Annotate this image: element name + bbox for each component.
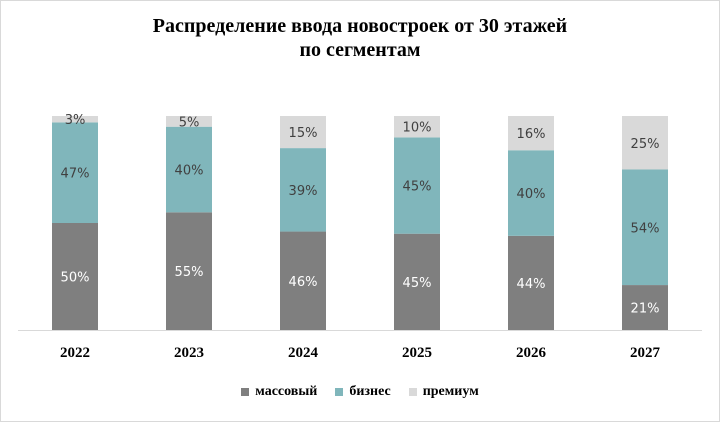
bar-2027-series-0 (622, 285, 668, 330)
data-label-2025-series-2: 10% (403, 121, 432, 136)
data-label-2024-series-0: 46% (289, 275, 318, 290)
legend-label-premium: премиум (422, 384, 479, 399)
bar-2022-series-0 (52, 223, 98, 330)
bar-2026-series-0 (508, 235, 554, 330)
legend-item-business: бизнес (335, 384, 391, 400)
bar-2023-series-2 (166, 116, 212, 127)
data-label-2026-series-2: 16% (517, 127, 546, 142)
chart-title-line2: по сегментам (299, 39, 421, 61)
legend-swatch-business (335, 388, 344, 396)
bar-2025-series-2 (394, 116, 440, 138)
data-label-2023-series-0: 55% (175, 265, 204, 280)
x-tick-label-2026: 2026 (516, 345, 547, 361)
bar-2026-series-2 (508, 116, 554, 151)
data-label-2026-series-1: 40% (517, 187, 546, 202)
bar-2025-series-1 (394, 137, 440, 234)
data-label-2023-series-2: 5% (179, 115, 200, 130)
data-label-2026-series-0: 44% (517, 277, 546, 292)
data-label-2025-series-1: 45% (403, 180, 432, 195)
data-label-2023-series-1: 40% (175, 164, 204, 179)
chart-title-line1: Распределение ввода новостроек от 30 эта… (152, 15, 568, 37)
bar-2023-series-1 (166, 126, 212, 213)
data-label-2027-series-1: 54% (631, 221, 660, 236)
chart-title: Распределение ввода новостроек от 30 эта… (0, 14, 720, 62)
data-label-2027-series-2: 25% (631, 137, 660, 152)
legend: массовый бизнес премиум (0, 384, 720, 400)
bar-2024-series-0 (280, 231, 326, 330)
legend-swatch-mass (241, 388, 250, 396)
data-label-2024-series-1: 39% (289, 184, 318, 199)
data-label-2027-series-0: 21% (631, 302, 660, 317)
x-tick-label-2022: 2022 (60, 345, 90, 361)
bar-2024-series-1 (280, 148, 326, 232)
bar-2026-series-1 (508, 150, 554, 236)
x-tick-label-2023: 2023 (174, 345, 204, 361)
legend-swatch-premium (408, 388, 417, 396)
bar-2022-series-2 (52, 116, 98, 123)
legend-item-premium: премиум (408, 384, 479, 400)
x-tick-label-2027: 2027 (630, 345, 661, 361)
legend-label-business: бизнес (349, 384, 391, 399)
bar-2027-series-1 (622, 169, 668, 286)
legend-item-mass: массовый (241, 384, 317, 400)
x-tick-label-2024: 2024 (288, 345, 319, 361)
x-tick-label-2025: 2025 (402, 345, 432, 361)
data-label-2022-series-0: 50% (61, 271, 90, 286)
bar-2024-series-2 (280, 116, 326, 149)
data-label-2022-series-1: 47% (61, 167, 90, 182)
data-label-2025-series-0: 45% (403, 276, 432, 291)
bar-2022-series-1 (52, 122, 98, 223)
data-label-2022-series-2: 3% (65, 113, 86, 128)
bar-2025-series-0 (394, 233, 440, 330)
legend-label-mass: массовый (255, 384, 318, 399)
bar-2027-series-2 (622, 116, 668, 170)
bar-2023-series-0 (166, 212, 212, 330)
data-label-2024-series-2: 15% (289, 126, 318, 141)
